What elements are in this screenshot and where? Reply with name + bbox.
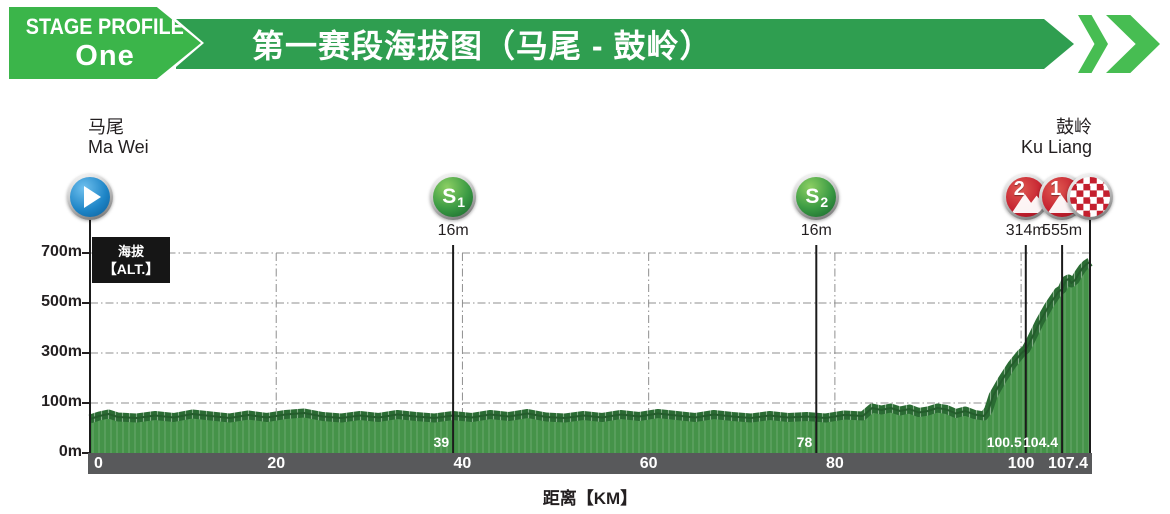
sprint-marker: S1 [430, 174, 477, 220]
marker-elevation-label: 16m [800, 222, 832, 239]
climb-badge-face: 2 [1005, 177, 1046, 217]
elevation-top-band [88, 258, 1093, 424]
start-name-en: Ma Wei [88, 137, 149, 157]
sprint-marker: S2 [793, 174, 840, 220]
x-axis-title: 距离【KM】 [542, 489, 638, 508]
x-tick-label: 80 [825, 455, 844, 472]
title-banner: 第一赛段海拔图（马尾 - 鼓岭） [176, 19, 1074, 69]
elevation-top-line [89, 260, 1091, 420]
sprint-badge-label: S1 [442, 184, 466, 210]
y-tick-label: 700m [41, 243, 82, 260]
marker-km-label: 39 [433, 434, 450, 450]
play-icon [70, 177, 110, 217]
mountain-icon [1011, 193, 1046, 213]
x-tick-label: 107.4 [1047, 455, 1088, 472]
sprint-badge-face: S1 [433, 177, 474, 217]
altitude-legend-zh: 海拔 [117, 243, 144, 259]
climb-category-number: 2 [1013, 178, 1025, 200]
x-tick-label: 0 [94, 455, 103, 472]
marker-elevation-label: 555m [1042, 222, 1083, 239]
elevation-area-texture [90, 261, 1090, 453]
sprint-badge-face: S2 [796, 177, 837, 217]
page-title: 第一赛段海拔图（马尾 - 鼓岭） [252, 28, 713, 64]
marker-km-label: 78 [796, 434, 813, 450]
x-tick-label: 20 [267, 455, 286, 472]
stage-number-badge: STAGE PROFILE One [6, 4, 204, 82]
stage-badge-number: One [75, 40, 135, 72]
y-tick-label: 0m [58, 443, 82, 460]
start-name-zh: 马尾 [88, 117, 124, 137]
x-tick-label: 40 [453, 455, 472, 472]
stage-badge-label: STAGE PROFILE [25, 14, 185, 39]
altitude-legend-box: 海拔 【ALT.】 [92, 237, 170, 283]
y-tick-label: 500m [41, 293, 82, 310]
x-tick-label: 100 [1007, 455, 1035, 472]
x-tick-label: 60 [639, 455, 658, 472]
finish-name-en: Ku Liang [1020, 137, 1092, 157]
play-triangle-icon [84, 186, 101, 208]
climb-marker: 2 [1002, 174, 1049, 220]
marker-elevation-label: 314m [1005, 222, 1046, 239]
marker-km-label: 100.5 [986, 434, 1022, 450]
start-marker [67, 174, 113, 220]
stage-number-badge-face: STAGE PROFILE One [9, 7, 201, 79]
marker-elevation-label: 16m [437, 222, 469, 239]
finish-name-zh: 鼓岭 [1056, 117, 1092, 137]
checkered-flag-icon [1070, 177, 1110, 217]
y-tick-label: 300m [41, 343, 82, 360]
finish-marker [1067, 174, 1113, 220]
altitude-legend-en: 【ALT.】 [102, 260, 160, 277]
x-axis-bar [88, 453, 1092, 474]
sprint-badge-label: S2 [805, 184, 829, 210]
climb-category-number: 1 [1050, 178, 1062, 200]
marker-km-label: 104.4 [1023, 434, 1059, 450]
y-tick-label: 100m [41, 393, 82, 410]
